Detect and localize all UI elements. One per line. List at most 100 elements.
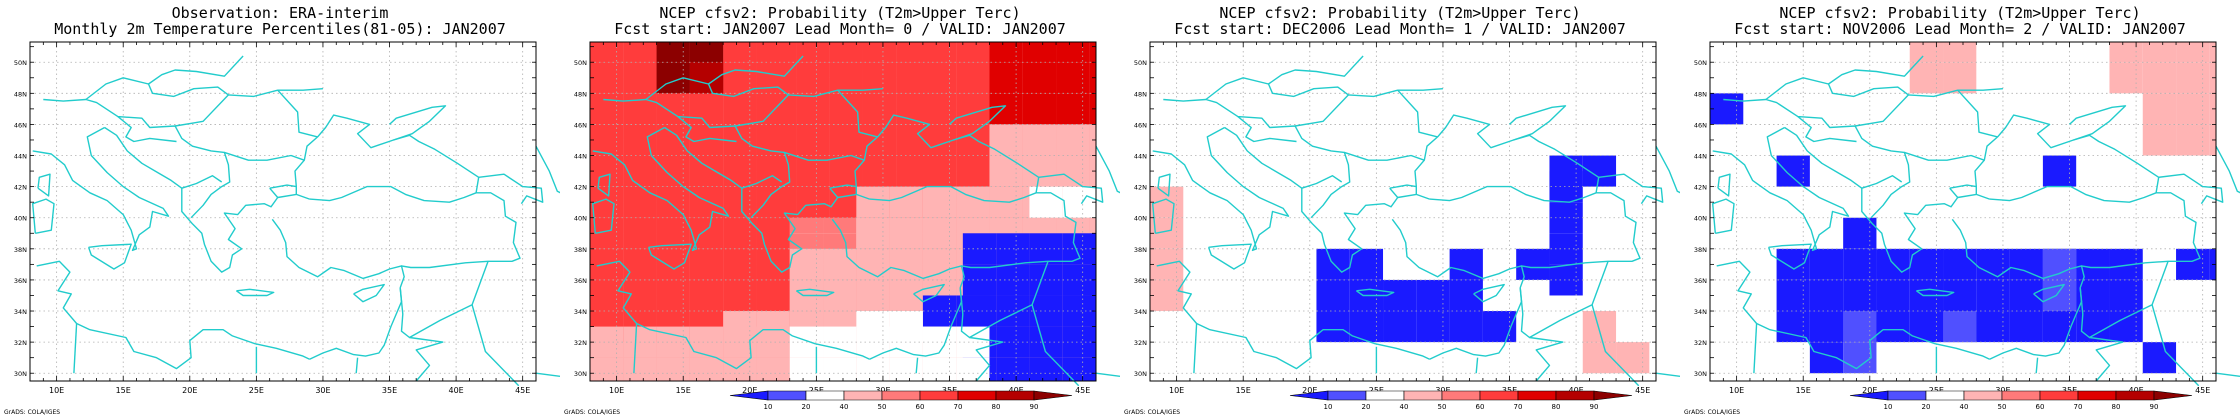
grid-cell [1943,62,1977,94]
lat-tick-label: 36N [574,277,587,285]
coastline [1974,114,2160,203]
country-border [269,187,279,198]
grid-cell [823,357,857,381]
country-border [1861,175,1903,189]
grid-cell [2142,42,2177,63]
grid-cell [1022,155,1057,187]
lon-tick-label: 35E [2062,386,2077,395]
grid-cell [1349,248,1384,280]
coastline [795,288,835,297]
country-border [1267,83,1350,127]
map-plot: 10E 15E 20E 25E 30E 35E 40E 45E 30N 32N 34N 36N 38N 4… [14,41,560,395]
panel-subtitle: Monthly 2m Temperature Percentiles(81-05… [54,20,506,38]
grid-cell [1876,279,1910,312]
coastline [869,287,963,360]
lon-tick-label: 40E [1008,386,1023,395]
country-border [401,192,521,269]
grid-cell [763,186,797,218]
lon-tick-label: 45E [2195,386,2210,395]
grid-cell [590,93,624,125]
coastline [1152,198,1175,234]
country-border [1031,304,1080,387]
lon-tick-label: 35E [942,386,957,395]
colorbar-swatch [1441,390,1481,401]
country-border [707,83,790,127]
coastline [1414,114,1600,203]
country-border [277,88,323,91]
lat-tick-label: 50N [1694,59,1707,67]
grid-cell [590,124,624,156]
lat-tick-label: 44N [1694,153,1707,161]
grid-cell [723,62,757,94]
grid-cell [623,217,657,249]
grid-cell [689,93,724,125]
colorbar: 10 20 40 50 60 70 80 90 [1849,390,2193,411]
panel-title: NCEP cfsv2: Probability (T2m>Upper Terc) [1219,4,1581,22]
grid-cell [823,248,857,280]
grid-cell [829,62,863,94]
grid-cell [1316,248,1350,280]
coastline [854,114,1040,203]
grid-cell [862,62,897,94]
country-border [1389,187,1399,198]
grid-cell [1776,279,1810,312]
country-border [2158,173,2224,205]
grid-cell [1710,93,1744,125]
graticule [1150,42,1656,381]
coastline [355,357,359,374]
plot-frame [29,41,537,382]
lat-tick-label: 38N [1134,246,1147,254]
coastline [1509,105,1567,141]
grid-cell [1943,311,1977,343]
grid-cell [2209,42,2216,63]
grid-cell [763,93,797,125]
coastline [1716,260,1990,370]
lat-tick-label: 48N [1134,90,1147,98]
colorbar-tick-label: 70 [954,403,963,411]
grid-cell [1516,248,1550,280]
coastlines [1712,55,2240,387]
colorbar-swatch [2153,390,2193,401]
grid-cell [590,42,624,63]
grid-cell [796,93,830,125]
country-border [1949,187,1959,198]
lon-tick-label: 35E [382,386,397,395]
panel-lead2: NCEP cfsv2: Probability (T2m>Upper Terc)… [1680,0,2240,420]
grid-cell [996,233,1030,265]
colorbar-swatch [1365,390,1405,401]
country-border [1397,88,1443,91]
coastline [1095,372,1120,377]
lat-tick-label: 40N [1694,215,1707,223]
grid-cell [623,279,657,312]
colorbar-tick-label: 20 [1922,403,1931,411]
colorbar-tick-label: 40 [1400,403,1409,411]
country-border [1797,116,1857,143]
lat-tick-label: 42N [1694,184,1707,192]
lon-tick-label: 15E [116,386,131,395]
grid-cell [922,155,957,187]
country-border [471,304,520,387]
country-border [478,173,544,205]
grid-cell [796,42,830,63]
grid-cell [590,357,624,381]
colorbar-tick-label: 40 [1960,403,1969,411]
grid-cell [2176,248,2210,280]
grid-cell [1349,311,1384,343]
colorbar-swatch [843,390,883,401]
grid-cell [1776,248,1810,280]
lat-tick-label: 32N [1694,339,1707,347]
country-border [117,116,177,143]
grid-cell [1022,93,1057,125]
grid-cell [1062,186,1096,218]
coastline [1473,283,1505,303]
map-plot: 10E 15E 20E 25E 30E 35E 40E 45E 30N 32N 34N 36N 38N 4… [1694,41,2240,411]
country-border [645,55,804,101]
colorbar-tick-label: 20 [1362,403,1371,411]
grid-cell [856,186,890,218]
grid-cell [796,186,830,218]
country-border [1908,89,1998,138]
grid-cell [623,62,657,94]
country-border [1904,151,1985,161]
grid-cell [796,124,830,156]
panel-observation: Observation: ERA-interim Monthly 2m Temp… [0,0,560,420]
